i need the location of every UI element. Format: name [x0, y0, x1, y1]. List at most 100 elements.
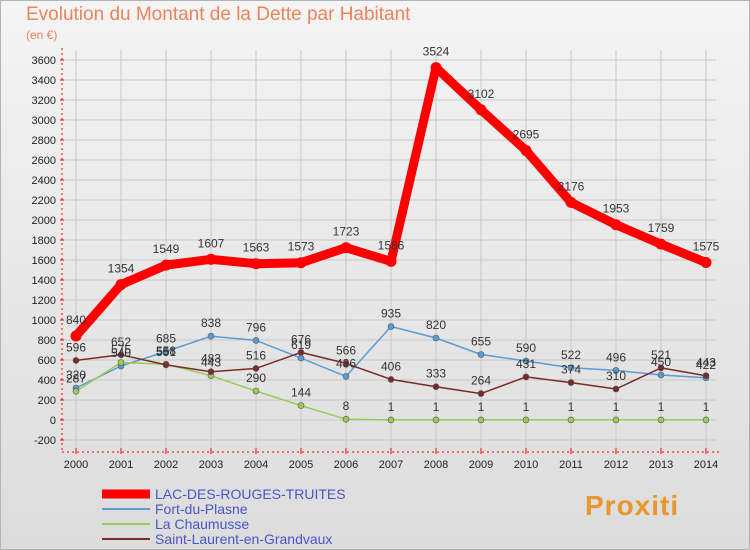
- data-label: 1: [613, 400, 620, 414]
- series-point: [520, 145, 532, 156]
- series-point: [297, 349, 305, 356]
- y-tick-label: 2800: [32, 135, 56, 147]
- series-point: [252, 337, 260, 344]
- x-tick-label: 2005: [289, 459, 313, 471]
- series-layer: [70, 62, 712, 424]
- y-tick-label: 2000: [32, 215, 56, 227]
- data-label: 1953: [603, 202, 630, 216]
- series-point: [72, 387, 80, 395]
- data-label: 436: [336, 356, 356, 370]
- series-point: [162, 348, 170, 355]
- data-label: 483: [201, 352, 221, 366]
- x-tick-label: 2014: [694, 459, 718, 471]
- series-point: [567, 364, 575, 372]
- x-tick-label: 2010: [514, 459, 538, 471]
- data-label: 310: [606, 369, 626, 383]
- series-point: [522, 357, 530, 365]
- data-label: 1586: [378, 238, 405, 252]
- y-tick-label: 1000: [32, 315, 56, 327]
- data-label: 3102: [468, 87, 495, 101]
- y-tick-label: 1600: [32, 255, 56, 267]
- series-point: [160, 259, 172, 271]
- data-label: 1: [388, 400, 395, 414]
- chart-unit: (en €): [26, 28, 58, 42]
- data-label: 1549: [153, 242, 180, 256]
- chart-title: Evolution du Montant de la Dette par Hab…: [26, 4, 411, 25]
- series-point: [477, 351, 485, 358]
- data-label: 838: [201, 316, 221, 330]
- series-point: [612, 385, 620, 393]
- y-tick-label: 0: [50, 415, 56, 427]
- series-point: [117, 359, 125, 366]
- data-label: 522: [561, 348, 581, 362]
- x-tick-label: 2011: [559, 459, 583, 471]
- x-tick-label: 2002: [154, 459, 178, 471]
- data-label: 558: [156, 344, 176, 358]
- data-label: 840: [66, 313, 86, 327]
- data-label: 1573: [288, 240, 315, 254]
- series-point: [475, 104, 487, 116]
- y-tick-label: 600: [38, 355, 56, 367]
- x-tick-label: 2013: [649, 459, 673, 471]
- series-point: [70, 330, 82, 342]
- legend-label: Fort-du-Plasne: [155, 501, 248, 517]
- series-point: [297, 354, 305, 362]
- y-tick-label: 2400: [32, 175, 56, 187]
- y-tick-label: 200: [38, 395, 56, 407]
- data-label: 1: [523, 400, 530, 414]
- data-label: 551: [156, 345, 176, 359]
- series-point: [657, 364, 665, 372]
- data-label: 320: [66, 368, 86, 382]
- series-point: [385, 255, 397, 267]
- data-label: 652: [111, 335, 131, 349]
- y-tick-label: 1400: [32, 275, 56, 287]
- x-tick-label: 2003: [199, 459, 223, 471]
- data-label: 1759: [648, 221, 675, 235]
- data-label: 676: [291, 332, 311, 346]
- series-point: [117, 351, 125, 359]
- data-label: 1563: [243, 241, 270, 255]
- data-label: 1: [568, 400, 575, 414]
- data-label: 619: [291, 338, 311, 352]
- data-label: 287: [66, 371, 86, 385]
- data-label: 516: [246, 348, 266, 362]
- series-point: [655, 238, 667, 250]
- data-label: 496: [606, 350, 626, 364]
- series-point: [342, 360, 350, 367]
- data-label: 431: [516, 357, 536, 371]
- series-point: [387, 323, 395, 330]
- series-point: [522, 373, 530, 381]
- series-point: [205, 253, 217, 265]
- series-point: [72, 357, 80, 364]
- series-point: [432, 334, 440, 342]
- data-label: 2176: [558, 179, 585, 193]
- series-point: [522, 416, 530, 424]
- series-point: [702, 416, 710, 424]
- series-point: [657, 416, 665, 424]
- data-label: 8: [343, 399, 350, 413]
- data-label: 596: [66, 340, 86, 354]
- x-tick-label: 2001: [109, 459, 133, 471]
- data-label-layer: 320 540 685 838 796 619 436 935 820 655 590 522 496 4…: [66, 45, 720, 414]
- data-label: 443: [201, 356, 221, 370]
- series-point: [477, 390, 485, 397]
- x-tick-label: 2004: [244, 459, 268, 471]
- data-label: 443: [696, 356, 716, 370]
- series-point: [612, 367, 620, 374]
- data-label: 1: [433, 400, 440, 414]
- x-tick-label: 2009: [469, 459, 493, 471]
- series-point: [567, 379, 575, 386]
- series-point: [387, 376, 395, 383]
- axis-layer: -200 0 200 400 600 800 1000 1200 1400 1600 1800 200…: [32, 48, 720, 471]
- y-tick-label: 2600: [32, 155, 56, 167]
- y-tick-label: 1200: [32, 295, 56, 307]
- series-point: [565, 196, 577, 208]
- series-point: [387, 416, 395, 424]
- data-label: 1723: [333, 225, 360, 239]
- series-point: [700, 257, 712, 268]
- series-point: [115, 279, 127, 291]
- y-tick-label: 400: [38, 375, 56, 387]
- proxiti-logo: Proxiti: [585, 490, 680, 521]
